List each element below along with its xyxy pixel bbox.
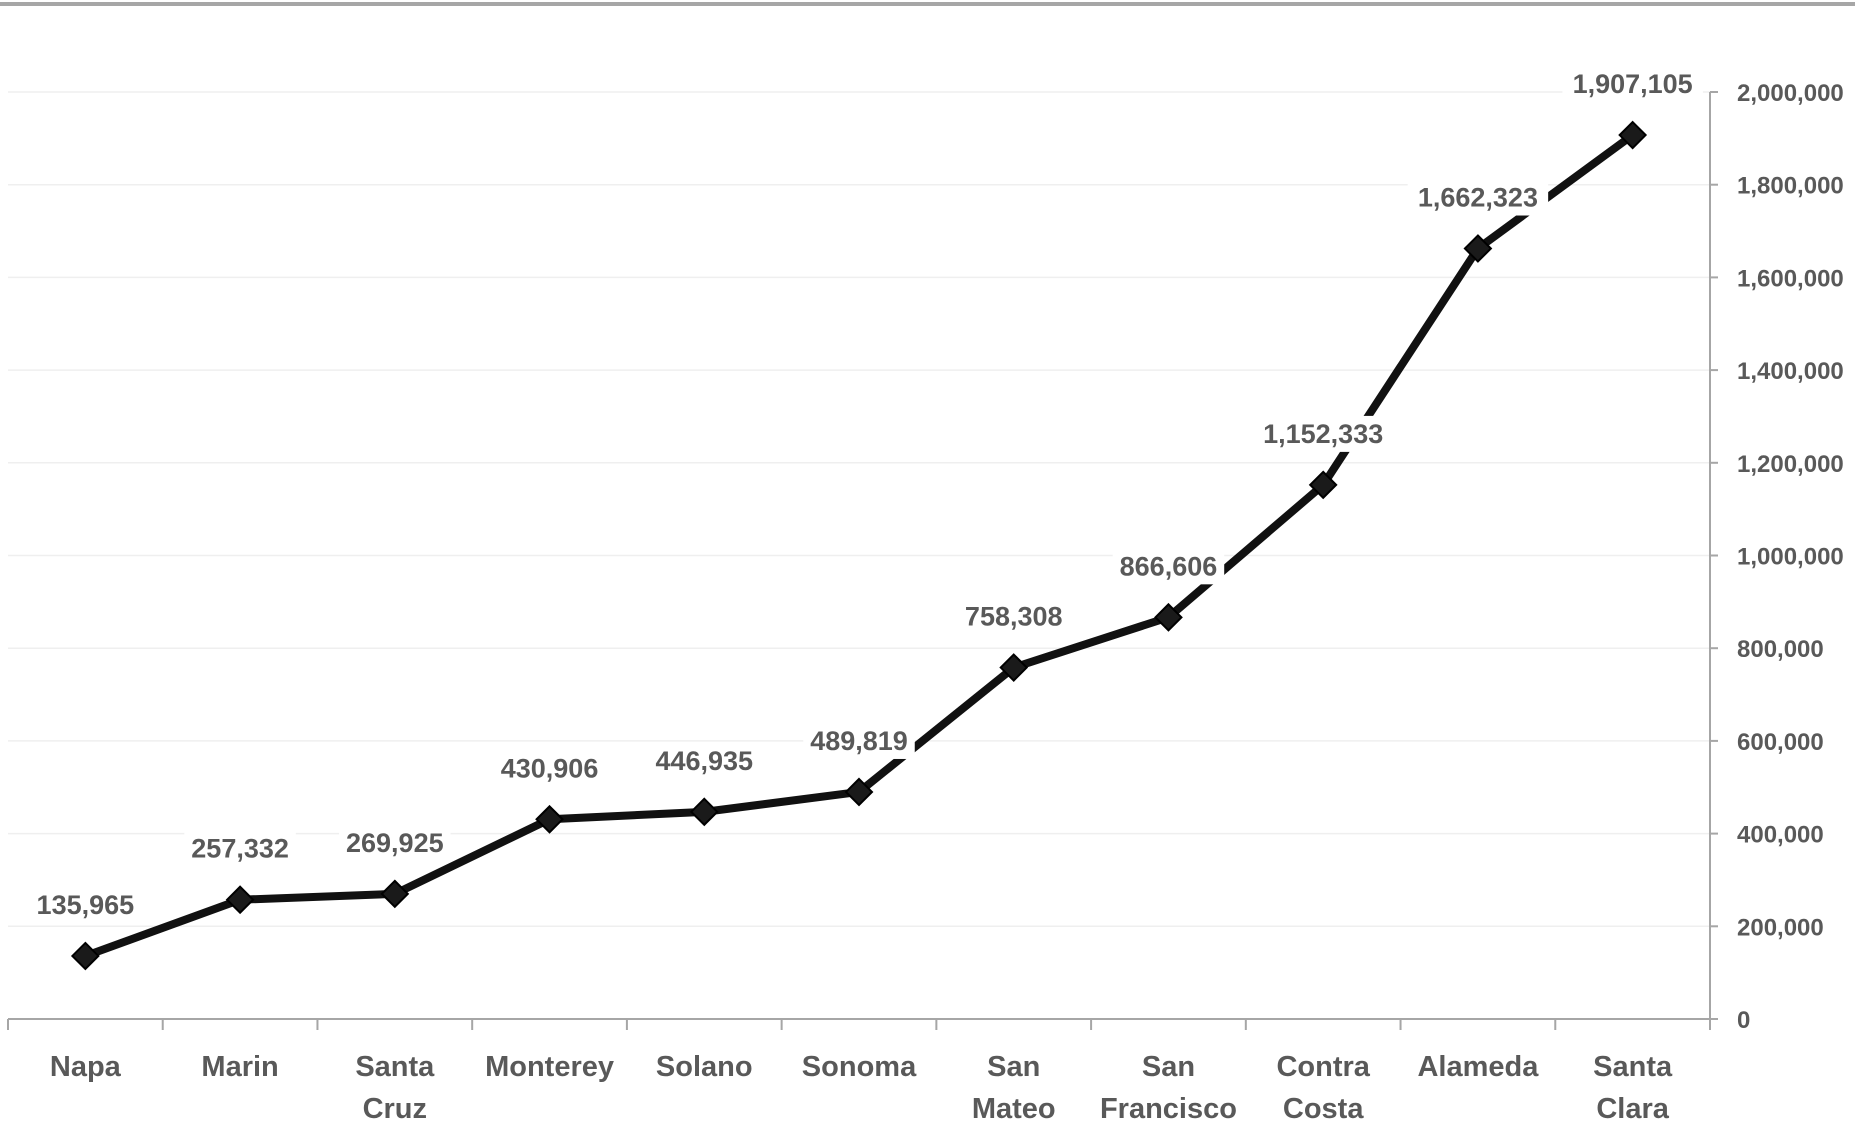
- data-label: 866,606: [1120, 551, 1218, 581]
- x-category-label: Alameda: [1417, 1051, 1539, 1083]
- x-category-label-line: Costa: [1283, 1093, 1364, 1124]
- y-tick-label: 1,800,000: [1737, 173, 1844, 200]
- data-label: 489,819: [810, 726, 908, 756]
- data-label-background: [184, 830, 296, 867]
- data-labels: 135,965 257,332 269,925 430,906 446,935 489,8…: [29, 66, 1703, 923]
- x-category-label-line: Santa: [1593, 1051, 1673, 1083]
- data-label-background: [29, 886, 142, 923]
- data-label: 1,152,333: [1263, 419, 1383, 449]
- data-point-marker: [844, 777, 874, 807]
- x-category-label-line: Mateo: [972, 1093, 1056, 1124]
- x-category-label-line: Francisco: [1100, 1093, 1237, 1124]
- x-category-label-line: San: [1142, 1051, 1195, 1083]
- y-tick-label: 1,400,000: [1737, 358, 1844, 385]
- data-label-background: [957, 598, 1070, 635]
- data-label: 1,907,105: [1573, 69, 1693, 99]
- x-category-label-line: Clara: [1596, 1093, 1669, 1124]
- data-point-marker: [999, 653, 1029, 682]
- x-category-label: Napa: [50, 1051, 122, 1083]
- data-point-marker: [535, 804, 564, 834]
- data-point-marker: [1154, 602, 1183, 632]
- data-label: 1,662,323: [1418, 183, 1538, 213]
- x-category-label-line: San: [987, 1051, 1040, 1083]
- y-tick-label: 200,000: [1737, 914, 1824, 941]
- data-label-background: [648, 742, 761, 779]
- data-label-background: [1112, 548, 1225, 585]
- y-tick-label: 0: [1737, 1007, 1750, 1034]
- axes: [7, 91, 1718, 1030]
- x-category-label: San Mateo: [972, 1051, 1056, 1124]
- x-category-label-line: Alameda: [1417, 1051, 1539, 1083]
- x-category-label-line: Contra: [1276, 1051, 1370, 1083]
- x-category-label-line: Marin: [201, 1051, 278, 1083]
- y-tick-label: 1,000,000: [1737, 544, 1844, 571]
- data-point-marker: [689, 797, 719, 827]
- data-point-marker: [1463, 234, 1493, 263]
- data-label-background: [1252, 415, 1394, 452]
- y-tick-label: 800,000: [1737, 636, 1824, 663]
- y-axis-tick-labels: 0 200,000 400,000 600,000 800,000 1,000,000 1,…: [1737, 80, 1844, 1034]
- x-category-label-line: Napa: [50, 1051, 122, 1083]
- y-tick-label: 1,200,000: [1737, 451, 1844, 478]
- x-category-label: Marin: [201, 1051, 278, 1083]
- y-tick-label: 400,000: [1737, 822, 1824, 849]
- x-category-label-line: Cruz: [363, 1093, 427, 1124]
- x-category-label: Solano: [656, 1051, 753, 1083]
- data-label-background: [339, 824, 451, 861]
- data-label-background: [1562, 66, 1703, 103]
- series-line: [81, 131, 1637, 960]
- data-point-marker: [70, 941, 100, 971]
- x-category-label: Contra Costa: [1276, 1051, 1370, 1124]
- x-category-label: Sonoma: [802, 1051, 917, 1083]
- data-label: 257,332: [191, 834, 289, 864]
- y-tick-label: 600,000: [1737, 729, 1824, 756]
- data-label: 446,935: [655, 746, 753, 776]
- data-label: 269,925: [346, 828, 444, 858]
- y-tick-label: 1,600,000: [1737, 265, 1844, 292]
- y-tick-label: 2,000,000: [1737, 80, 1844, 107]
- series-polyline: [81, 131, 1637, 960]
- x-category-label: Santa Cruz: [355, 1051, 435, 1124]
- x-axis-category-labels: Napa Marin Santa Cruz Monterey Solano Sonoma Sa…: [50, 1051, 1673, 1124]
- data-label-background: [493, 750, 606, 787]
- data-label-background: [1407, 179, 1549, 216]
- x-category-label-line: Monterey: [485, 1051, 614, 1083]
- x-category-label-line: Santa: [355, 1051, 435, 1083]
- data-markers: [70, 120, 1648, 971]
- data-point-marker: [1618, 120, 1648, 150]
- x-category-label-line: Sonoma: [802, 1051, 917, 1083]
- data-label: 758,308: [965, 602, 1063, 632]
- x-category-label: Santa Clara: [1593, 1051, 1673, 1124]
- x-category-label-line: Solano: [656, 1051, 753, 1083]
- data-label-background: [803, 722, 915, 759]
- data-label: 430,906: [501, 753, 599, 783]
- data-point-marker: [1308, 470, 1338, 500]
- data-point-marker: [380, 879, 410, 909]
- x-category-label: San Francisco: [1100, 1051, 1237, 1124]
- x-category-label: Monterey: [485, 1051, 614, 1083]
- data-label: 135,965: [37, 890, 135, 920]
- data-point-marker: [225, 885, 255, 915]
